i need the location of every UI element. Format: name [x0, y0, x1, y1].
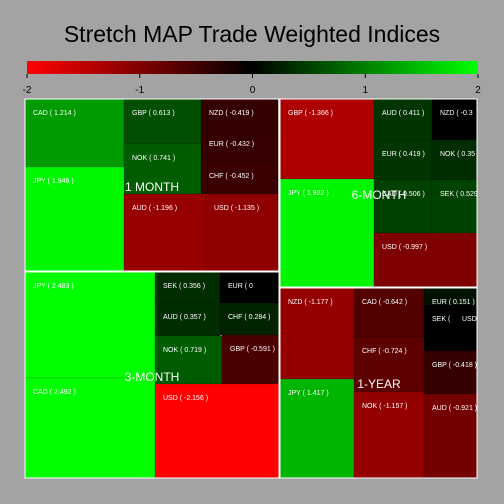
tile-gbp: [280, 99, 375, 180]
tile-label: CHF ( 0.284 ): [228, 314, 270, 321]
tile-aud: [154, 302, 221, 337]
tile-label: USD ( -1.135 ): [214, 205, 259, 212]
tile-nok: [154, 335, 223, 385]
tile-label: JPY ( 1.922 ): [288, 190, 329, 197]
colorbar-tick-label: 2: [475, 85, 481, 96]
tile-label: SEK ( 0.356 ): [163, 283, 205, 290]
tile-nok: [431, 139, 477, 181]
tile-label: CHF ( -0.724 ): [362, 348, 407, 355]
tile-label: JPY ( 1.417 ): [288, 390, 329, 397]
panel-label: 1 MONTH: [125, 180, 179, 194]
colorbar-tick-label: -2: [23, 85, 32, 96]
tile-label: CAD ( 2.492 ): [33, 389, 76, 396]
panel-label: 1-YEAR: [357, 377, 401, 391]
tile-label: NZD ( -0.419 ): [209, 110, 254, 117]
tile-label: CAD ( 0.506 ): [382, 191, 425, 198]
tile-label: AUD ( 0.357 ): [163, 314, 206, 321]
colorbar-tick-label: 0: [250, 85, 256, 96]
tile-label: NOK ( 0.741 ): [132, 155, 175, 162]
tile-label: CAD ( -0.642 ): [362, 299, 407, 306]
tile-gbp: [423, 350, 477, 395]
tile-label: GBP ( -0.591 ): [230, 346, 275, 353]
panel-border: [24, 271, 280, 479]
tile-usd: [453, 304, 477, 352]
panel-label: 3-MONTH: [125, 370, 180, 384]
tile-aud: [123, 193, 207, 271]
chart-title: Stretch MAP Trade Weighted Indices: [64, 21, 440, 47]
tile-nok: [353, 391, 425, 478]
panel-1-month: CAD ( 1.214 ) GBP ( 0.613 ) NZD ( -0.419 )…: [24, 98, 280, 272]
tile-label: NZD ( -0.3: [440, 110, 473, 117]
colorbar-tick-label: 1: [362, 85, 368, 96]
tile-chf: [353, 336, 425, 393]
colorbar: -2 -1 0 1 2: [23, 61, 481, 96]
tile-sek: [431, 179, 477, 234]
tile-label: CAD ( 1.214 ): [33, 110, 76, 117]
tile-label: EUR ( 0.419 ): [382, 151, 425, 158]
panel-border: [279, 98, 478, 288]
tile-nok: [123, 143, 202, 195]
tile-label: AUD ( 0.411 ): [382, 110, 424, 117]
tile-sek: [423, 304, 455, 352]
tile-label: NOK ( 0.719 ): [163, 347, 206, 354]
tile-aud: [423, 393, 477, 478]
tile-label: CHF ( -0.452 ): [209, 173, 254, 180]
panel-3-month: JPY ( 2.483 ) SEK ( 0.356 ) EUR ( 0 AUD ( 0…: [24, 271, 280, 479]
tile-eur: [373, 139, 433, 181]
tile-label: AUD ( -0.921 ): [432, 405, 477, 412]
panel-label: 6-MONTH: [352, 188, 407, 202]
tile-gbp: [123, 99, 202, 145]
tile-jpy: [280, 378, 355, 478]
panel-border: [279, 287, 478, 479]
tile-label: USD ( -0.997 ): [382, 244, 427, 251]
tile-usd: [205, 193, 279, 271]
tile-label: GBP ( -1.366 ): [288, 110, 333, 117]
tile-gbp: [221, 334, 279, 385]
tile-usd: [373, 232, 477, 287]
colorbar-tick-label: -1: [135, 85, 144, 96]
tile-label: NOK ( -1.157 ): [362, 403, 408, 410]
tile-label: JPY ( 1.946 ): [33, 178, 74, 185]
tile-label: SEK ( 0.529: [440, 191, 478, 198]
treemap-panels: CAD ( 1.214 ) GBP ( 0.613 ) NZD ( -0.419 )…: [24, 98, 479, 479]
tile-eur: [200, 129, 279, 163]
panel-1-year: NZD ( -1.177 ) CAD ( -0.642 ) EUR ( 0.151 …: [279, 287, 478, 479]
tile-usd: [154, 383, 279, 478]
panel-6-month: GBP ( -1.366 ) AUD ( 0.411 ) NZD ( -0.3 EUR…: [279, 98, 479, 288]
tile-label: SEK (: [432, 316, 451, 323]
tile-cad: [25, 377, 156, 478]
tile-label: EUR ( -0.432 ): [209, 141, 254, 148]
tile-label: USD: [462, 316, 477, 323]
tile-chf: [200, 161, 279, 195]
tile-label: GBP ( -0.418 ): [432, 362, 477, 369]
colorbar-gradient: [27, 61, 478, 74]
tile-label: NZD ( -1.177 ): [288, 299, 333, 306]
tile-jpy: [280, 178, 375, 287]
tile-label: AUD ( -1.196 ): [132, 205, 177, 212]
tile-label: EUR ( 0.151 ): [432, 299, 475, 306]
tile-jpy: [25, 272, 156, 379]
tile-cad: [353, 288, 425, 338]
tile-label: JPY ( 2.483 ): [33, 283, 74, 290]
tile-nzd: [280, 288, 355, 380]
tile-aud: [373, 99, 433, 141]
tile-chf: [219, 302, 279, 336]
tile-label: GBP ( 0.613 ): [132, 110, 175, 117]
tile-nzd: [431, 99, 477, 141]
tile-label: NOK ( 0.35 ): [440, 151, 479, 158]
tile-label: USD ( -2.156 ): [163, 395, 208, 402]
tile-label: EUR ( 0: [228, 283, 253, 290]
tile-sek: [154, 272, 221, 304]
panel-border: [24, 98, 280, 272]
